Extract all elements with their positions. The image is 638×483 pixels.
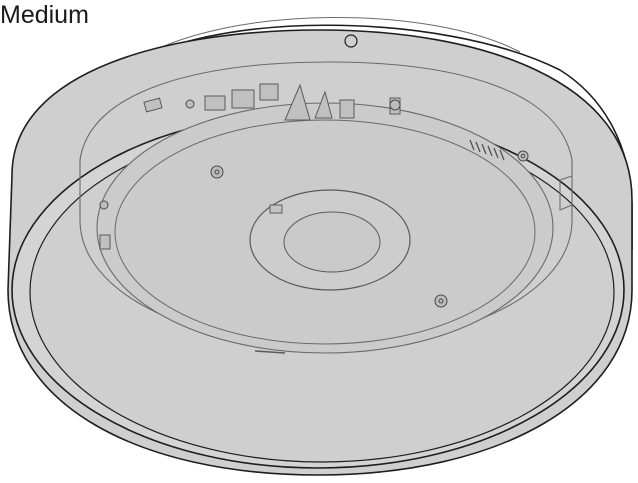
- screw-right: [434, 294, 448, 308]
- top-dome-outline: [119, 24, 633, 250]
- size-label: Medium: [0, 1, 89, 29]
- lens-tab: [269, 204, 283, 214]
- front-seam: [254, 350, 286, 354]
- screw-far-right: [517, 150, 529, 162]
- top-hole: [344, 34, 358, 48]
- heat-sink-fins: [469, 139, 505, 161]
- center-lens-inner: [283, 211, 381, 273]
- back-screw: [389, 99, 401, 111]
- side-detail: [559, 175, 573, 211]
- screw-left: [210, 165, 224, 179]
- top-dome-inner: [139, 16, 521, 59]
- screw-back-left: [99, 99, 195, 210]
- inner-base-plate-edge: [114, 119, 536, 345]
